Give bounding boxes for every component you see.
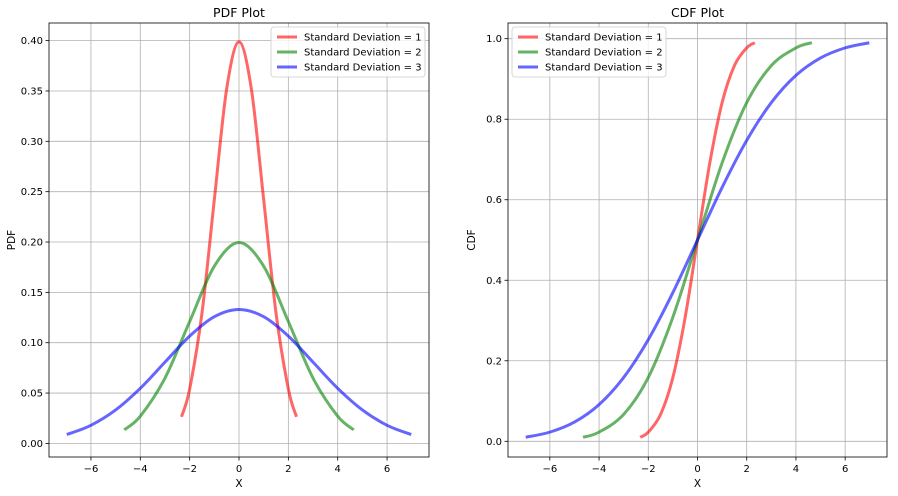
- cdf-x-axis-label: X: [694, 478, 701, 490]
- pdf-ytick-label-3: 0.15: [21, 288, 43, 299]
- pdf-ytick-label-8: 0.40: [21, 36, 43, 47]
- pdf-xtick-label-1: −4: [133, 464, 148, 475]
- cdf-chart-title: CDF Plot: [671, 5, 724, 20]
- pdf-ytick-label-5: 0.25: [21, 187, 43, 198]
- cdf-legend-label-1: Standard Deviation = 1: [545, 33, 663, 44]
- cdf-ytick-label-4: 0.8: [486, 115, 502, 126]
- pdf-plot-panel: −6 −4 −2 0 2 4 6 0.00 0.05 0.10 0.15 0.20 0.25 0.30 0.…: [6, 5, 430, 490]
- cdf-ytick-label-0: 0.0: [486, 437, 502, 448]
- pdf-ytick-label-4: 0.20: [21, 238, 43, 249]
- cdf-ytick-label-1: 0.2: [486, 356, 502, 367]
- cdf-ytick-label-5: 1.0: [486, 34, 502, 45]
- pdf-legend-label-3: Standard Deviation = 3: [304, 63, 422, 74]
- pdf-xtick-label-5: 4: [335, 464, 341, 475]
- pdf-xtick-label-2: −2: [182, 464, 197, 475]
- cdf-legend-label-3: Standard Deviation = 3: [545, 63, 663, 74]
- cdf-xtick-label-1: −4: [592, 464, 607, 475]
- pdf-xtick-label-6: 6: [384, 464, 390, 475]
- cdf-series-line-3: [525, 41, 870, 439]
- cdf-ytick-label-2: 0.4: [486, 276, 502, 287]
- pdf-legend-box: [270, 26, 426, 78]
- pdf-ytick-label-1: 0.05: [21, 389, 43, 400]
- pdf-chart-title: PDF Plot: [213, 5, 265, 20]
- cdf-xtick-label-6: 6: [842, 464, 848, 475]
- pdf-xtick-label-0: −6: [84, 464, 99, 475]
- cdf-legend-box: [511, 26, 667, 78]
- pdf-legend-label-1: Standard Deviation = 1: [304, 33, 422, 44]
- pdf-legend: Standard Deviation = 1 Standard Deviation…: [270, 26, 426, 78]
- pdf-series-line-1: [180, 40, 298, 418]
- pdf-xtick-label-3: 0: [236, 464, 242, 475]
- cdf-y-axis-label: CDF: [466, 229, 478, 250]
- cdf-xtick-label-4: 2: [744, 464, 750, 475]
- pdf-legend-label-2: Standard Deviation = 2: [304, 48, 422, 59]
- cdf-xtick-label-0: −6: [542, 464, 557, 475]
- cdf-legend-label-2: Standard Deviation = 2: [545, 48, 663, 59]
- cdf-xtick-label-2: −2: [641, 464, 656, 475]
- pdf-series-group: [66, 40, 412, 436]
- cdf-xtick-label-5: 4: [793, 464, 799, 475]
- cdf-xtick-label-3: 0: [694, 464, 700, 475]
- pdf-xtick-label-4: 2: [285, 464, 291, 475]
- cdf-plot-panel: −6 −4 −2 0 2 4 6 0.0 0.2 0.4 0.6 0.8 1.0 CDF Plot X CDF…: [466, 5, 888, 490]
- pdf-x-axis-label: X: [235, 478, 242, 490]
- cdf-series-group: [525, 41, 870, 439]
- pdf-grid: [49, 23, 429, 457]
- pdf-series-line-3: [66, 307, 412, 436]
- cdf-legend: Standard Deviation = 1 Standard Deviation…: [511, 26, 667, 78]
- pdf-ytick-label-2: 0.10: [21, 338, 43, 349]
- pdf-y-axis-label: PDF: [6, 230, 18, 250]
- pdf-ytick-label-0: 0.00: [21, 439, 43, 450]
- pdf-ytick-label-6: 0.30: [21, 137, 43, 148]
- cdf-ytick-label-3: 0.6: [486, 195, 502, 206]
- pdf-ytick-label-7: 0.35: [21, 86, 43, 97]
- pdf-series-line-2: [123, 241, 355, 432]
